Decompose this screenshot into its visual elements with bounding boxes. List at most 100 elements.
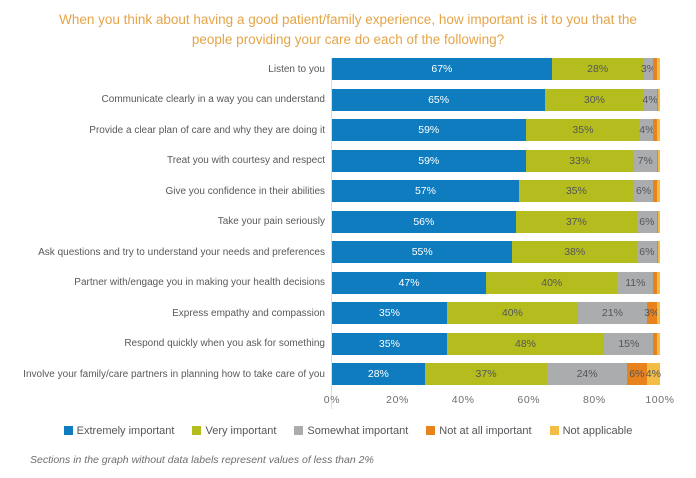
segment-value-label: 6% [639, 215, 655, 228]
legend-item-very-important: Very important [192, 425, 276, 437]
bar-segment-very-important: 38% [512, 241, 638, 264]
bar-segment-not-at-all-important [656, 210, 659, 233]
chart-row: Ask questions and try to understand your… [0, 241, 696, 264]
segment-value-label: 35% [378, 307, 400, 320]
chart-row: Respond quickly when you ask for somethi… [0, 332, 696, 355]
bar-segment-not-at-all-important [653, 180, 657, 203]
category-label: Communicate clearly in a way you can und… [101, 94, 325, 106]
segment-value-label: 3% [640, 63, 657, 76]
stacked-bar: 28% 37% 24% 6% 4% [332, 363, 661, 386]
legend-item-somewhat-important: Somewhat important [294, 425, 408, 437]
segment-value-label: 40% [501, 307, 523, 320]
bar-segment-somewhat-important: 11% [617, 271, 654, 294]
bar-segment-not-at-all-important [653, 332, 657, 355]
chart-row: Listen to you 67% 28% 3% [0, 58, 696, 81]
bar-segment-not-applicable [656, 332, 660, 355]
segment-value-label: 3% [644, 307, 660, 320]
bar-segment-not-at-all-important [653, 58, 657, 81]
bar-segment-extremely-important: 47% [332, 271, 487, 294]
bar-segment-extremely-important: 57% [332, 180, 519, 203]
chart-row: Communicate clearly in a way you can und… [0, 88, 696, 111]
bar-segment-not-applicable [656, 271, 660, 294]
segment-value-label: 28% [367, 368, 389, 381]
category-label: Partner with/engage you in making your h… [74, 277, 325, 289]
chart-row: Partner with/engage you in making your h… [0, 271, 696, 294]
bar-segment-not-applicable [656, 119, 660, 142]
legend-item-not-applicable: Not applicable [549, 425, 632, 437]
bar-segment-very-important: 40% [486, 271, 618, 294]
segment-value-label: 33% [569, 154, 591, 167]
legend-label: Somewhat important [307, 424, 409, 437]
bar-segment-not-applicable [656, 180, 660, 203]
bar-segment-not-at-all-important [656, 88, 659, 111]
stacked-bar: 59% 35% 4% [332, 119, 660, 142]
bar-segment-not-at-all-important [653, 271, 657, 294]
bar-segment-extremely-important: 65% [332, 88, 546, 111]
x-tick: 40% [451, 393, 475, 406]
bar-segment-not-applicable [658, 241, 660, 264]
x-tick: 100% [645, 393, 675, 406]
segment-value-label: 11% [625, 276, 646, 289]
segment-value-label: 4% [645, 368, 661, 381]
chart-row: Provide a clear plan of care and why the… [0, 119, 696, 142]
bar-segment-extremely-important: 28% [332, 363, 425, 386]
x-axis: 0% 20% 40% 60% 80% 100% [324, 393, 674, 409]
bar-segment-not-applicable [656, 302, 660, 325]
segment-value-label: 6% [639, 246, 655, 259]
segment-value-label: 15% [618, 337, 640, 350]
legend: Extremely important Very important Somewha… [0, 425, 696, 437]
segment-value-label: 56% [413, 215, 435, 228]
bar-segment-very-important: 35% [518, 180, 634, 203]
stacked-bar: 47% 40% 11% [332, 271, 660, 294]
segment-value-label: 21% [601, 307, 623, 320]
segment-value-label: 7% [637, 154, 653, 167]
bar-segment-somewhat-important: 24% [547, 363, 627, 386]
segment-value-label: 28% [587, 63, 609, 76]
bar-segment-extremely-important: 59% [332, 119, 526, 142]
stacked-bar: 57% 35% 6% [332, 180, 660, 203]
category-label: Give you confidence in their abilities [165, 185, 325, 197]
chart-row: Involve your family/care partners in pla… [0, 363, 696, 386]
segment-value-label: 48% [515, 337, 537, 350]
stacked-bar: 55% 38% 6% [332, 241, 660, 264]
bar-segment-extremely-important: 35% [332, 332, 447, 355]
legend-label: Not at all important [439, 424, 532, 437]
bar-segment-somewhat-important: 6% [637, 241, 657, 264]
category-label: Provide a clear plan of care and why the… [89, 124, 325, 136]
category-label: Listen to you [268, 63, 325, 75]
segment-value-label: 35% [565, 185, 587, 198]
segment-value-label: 59% [418, 124, 440, 137]
bar-segment-not-applicable [656, 58, 660, 81]
chart-row: Give you confidence in their abilities 57… [0, 180, 696, 203]
legend-swatch-very-important [192, 426, 202, 436]
segment-value-label: 67% [431, 63, 453, 76]
bar-segment-very-important: 35% [525, 119, 641, 142]
x-tick: 20% [386, 393, 410, 406]
x-tick: 60% [517, 393, 541, 406]
segment-value-label: 59% [418, 154, 440, 167]
bar-segment-not-applicable [658, 88, 660, 111]
bar-segment-not-applicable [658, 210, 660, 233]
segment-value-label: 4% [639, 124, 655, 137]
chart-row: Take your pain seriously 56% 37% 6% [0, 210, 696, 233]
bar-segment-somewhat-important: 21% [577, 302, 647, 325]
bar-segment-not-at-all-important [656, 241, 659, 264]
segment-value-label: 37% [565, 215, 587, 228]
segment-value-label: 57% [414, 185, 436, 198]
category-label: Involve your family/care partners in pla… [23, 368, 325, 380]
bar-segment-somewhat-important: 4% [643, 88, 658, 111]
bar-segment-very-important: 37% [424, 363, 548, 386]
x-tick: 0% [323, 393, 341, 406]
chart-row: Express empathy and compassion 35% 40% 21% 3… [0, 302, 696, 325]
bar-segment-extremely-important: 67% [332, 58, 552, 81]
segment-value-label: 6% [635, 185, 652, 198]
legend-swatch-not-at-all-important [426, 426, 436, 436]
stacked-bar: 35% 48% 15% [332, 332, 660, 355]
stacked-bar: 35% 40% 21% 3% [332, 302, 660, 325]
segment-value-label: 47% [398, 276, 420, 289]
category-label: Treat you with courtesy and respect [166, 155, 325, 167]
bar-segment-not-at-all-important [653, 119, 657, 142]
segment-value-label: 65% [428, 93, 450, 106]
segment-value-label: 40% [541, 276, 563, 289]
bar-segment-extremely-important: 55% [332, 241, 513, 264]
